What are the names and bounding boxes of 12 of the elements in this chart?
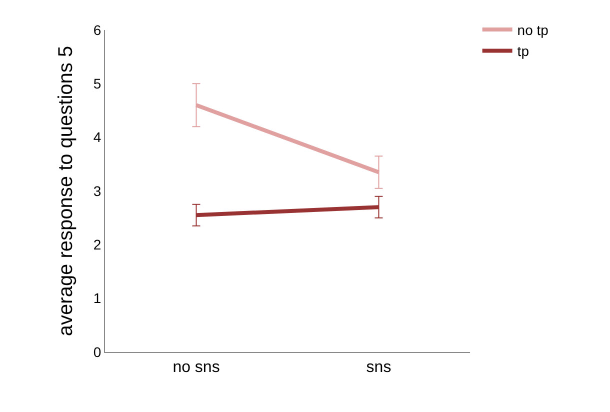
y-tick-label: 0 [93, 344, 102, 360]
x-tick-label: no sns [172, 359, 220, 376]
y-axis-title: average response to questions 5 [54, 46, 77, 336]
y-tick-label: 3 [93, 182, 102, 199]
x-tick-label: sns [366, 359, 392, 376]
y-tick-label: 4 [93, 129, 102, 146]
legend-label: no tp [517, 22, 549, 38]
legend-label: tp [517, 43, 530, 60]
y-tick-label: 1 [93, 290, 102, 306]
y-tick-label: 2 [93, 236, 102, 253]
y-tick-label: 5 [93, 76, 102, 92]
y-tick-label: 6 [93, 22, 102, 38]
